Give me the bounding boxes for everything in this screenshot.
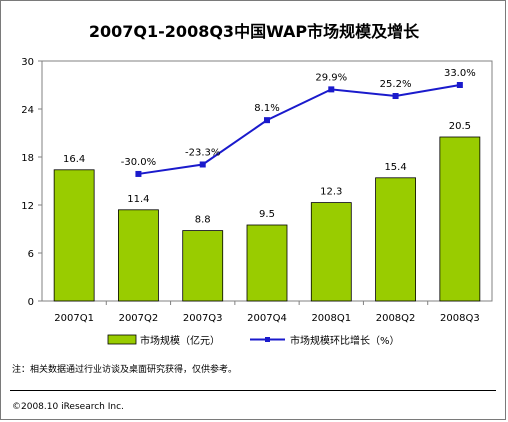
bar-label: 8.8: [195, 215, 211, 226]
bar-2007Q4: [246, 224, 288, 302]
x-tick-label: 2008Q2: [376, 313, 416, 324]
growth-point-2008Q1: [328, 86, 335, 93]
y-tick-label: 0: [28, 297, 34, 308]
growth-label: 29.9%: [315, 72, 347, 83]
x-tick-label: 2007Q3: [183, 313, 223, 324]
y-tick-label: 30: [21, 57, 34, 68]
growth-label: -30.0%: [121, 157, 156, 168]
growth-label: -23.3%: [185, 147, 220, 158]
y-tick-label: 18: [21, 153, 34, 164]
y-tick-label: 24: [21, 105, 34, 116]
x-tick-label: 2007Q4: [247, 313, 287, 324]
growth-point-2007Q3: [199, 161, 206, 168]
footnote: 注：相关数据通过行业访谈及桌面研究获得，仅供参考。: [12, 365, 238, 375]
y-tick-label: 12: [21, 201, 34, 212]
growth-point-2007Q4: [264, 117, 270, 124]
bar-2008Q2: [375, 177, 416, 302]
legend: 市场规模（亿元） 市场规模环比增长（%）: [107, 334, 400, 347]
legend-line-marker: [265, 337, 270, 342]
bar-2007Q3: [182, 230, 224, 302]
y-tick-label: 6: [28, 249, 34, 260]
growth-point-2007Q2: [135, 170, 142, 177]
chart-title: 2007Q1-2008Q3中国WAP市场规模及增长: [88, 22, 420, 41]
growth-label: 8.1%: [254, 103, 279, 114]
bar-label: 11.4: [127, 194, 149, 205]
growth-point-2008Q3: [456, 82, 463, 88]
growth-line: -30.0% -23.3% 8.1% 29.9% 25.2% 33.0%: [121, 68, 476, 177]
bar-label: 15.4: [384, 162, 406, 173]
divider: [10, 390, 496, 391]
bar-2007Q2: [118, 209, 159, 302]
x-tick-label: 2007Q1: [54, 313, 94, 324]
bar-label: 9.5: [259, 209, 275, 220]
legend-line-label: 市场规模环比增长（%）: [290, 334, 400, 347]
x-tick-label: 2008Q3: [440, 313, 480, 324]
bar-label: 20.5: [449, 121, 471, 132]
bar-2008Q3: [439, 136, 481, 302]
bar-labels: 16.4 11.4 8.8 9.5 12.3 15.4 20.5: [63, 121, 471, 226]
growth-line-path: [138, 84, 461, 175]
legend-bar-swatch: [107, 334, 137, 345]
growth-point-2008Q2: [392, 93, 399, 100]
legend-bar-label: 市场规模（亿元）: [140, 334, 220, 347]
bars: [53, 136, 481, 302]
growth-label: 25.2%: [380, 79, 412, 90]
bar-label: 16.4: [63, 154, 85, 165]
bar-2007Q1: [53, 169, 95, 302]
bar-2008Q1: [310, 202, 352, 302]
x-axis-ticks: 2007Q1 2007Q2 2007Q3 2007Q4 2008Q1 2008Q2 2008…: [54, 301, 480, 324]
growth-label: 33.0%: [444, 68, 476, 79]
x-tick-label: 2007Q2: [119, 313, 159, 324]
bar-label: 12.3: [320, 187, 342, 198]
copyright: ©2008.10 iResearch Inc.: [12, 402, 124, 412]
x-tick-label: 2008Q1: [311, 313, 351, 324]
y-axis-ticks: 30 24 18 12 6 0: [21, 57, 42, 308]
